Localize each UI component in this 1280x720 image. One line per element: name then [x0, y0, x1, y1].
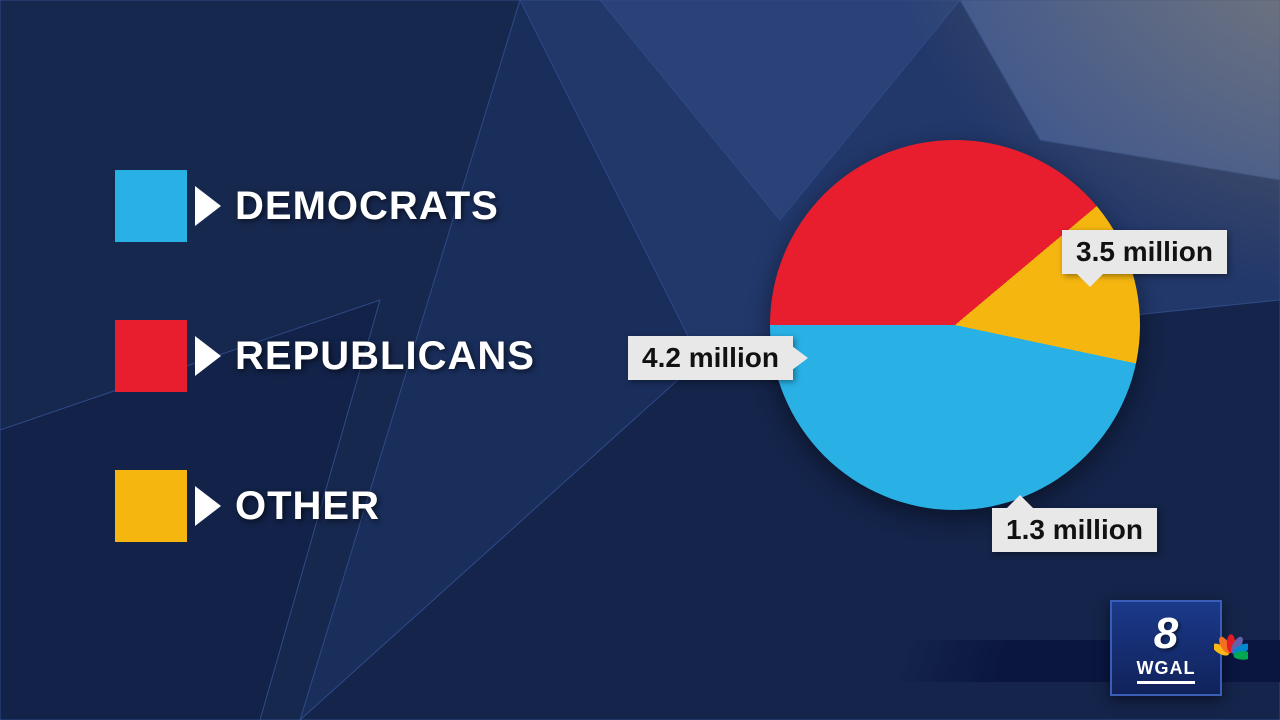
- legend-swatch: [115, 470, 187, 542]
- callout-pointer-icon: [1076, 273, 1104, 287]
- legend-label: OTHER: [235, 484, 380, 529]
- station-callsign: WGAL: [1137, 658, 1196, 684]
- pie-callout: 1.3 million: [992, 508, 1157, 552]
- pie-body: [770, 140, 1140, 510]
- legend-row: OTHER: [115, 470, 535, 542]
- legend-swatch: [115, 170, 187, 242]
- channel-number: 8: [1154, 612, 1178, 656]
- legend-swatch: [115, 320, 187, 392]
- legend-pointer-icon: [195, 186, 221, 226]
- callout-pointer-icon: [1006, 495, 1034, 509]
- pie-chart: [770, 140, 1140, 510]
- legend-label: DEMOCRATS: [235, 184, 499, 229]
- station-logo: 8 WGAL: [1110, 600, 1222, 696]
- pie-callout: 3.5 million: [1062, 230, 1227, 274]
- network-peacock-icon: [1214, 630, 1248, 664]
- legend: DEMOCRATS REPUBLICANS OTHER: [115, 170, 535, 620]
- callout-pointer-icon: [792, 346, 808, 370]
- pie-callout: 4.2 million: [628, 336, 793, 380]
- legend-pointer-icon: [195, 336, 221, 376]
- legend-label: REPUBLICANS: [235, 334, 535, 379]
- legend-pointer-icon: [195, 486, 221, 526]
- legend-row: REPUBLICANS: [115, 320, 535, 392]
- legend-row: DEMOCRATS: [115, 170, 535, 242]
